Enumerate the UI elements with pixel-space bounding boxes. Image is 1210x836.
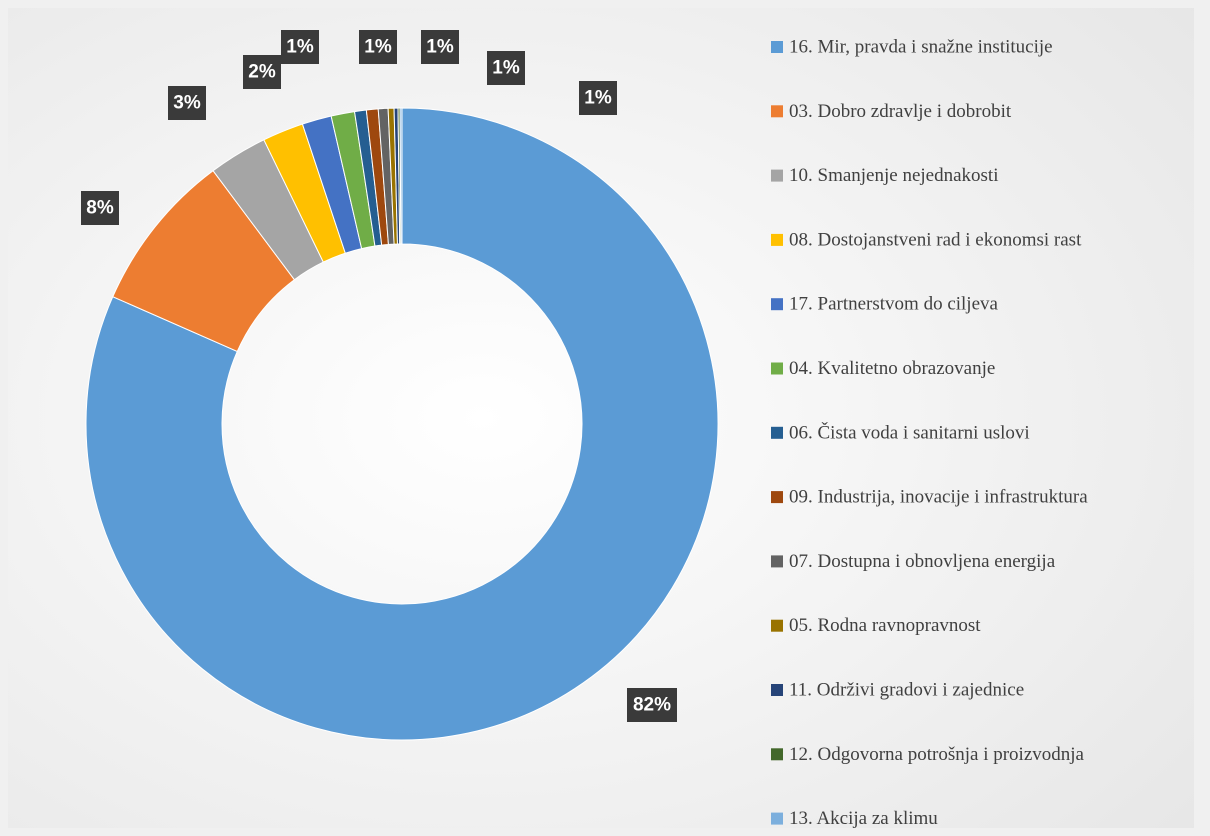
- legend-swatch: [771, 169, 783, 182]
- data-label: 3%: [173, 93, 201, 114]
- legend-label: 08. Dostojanstveni rad i ekonomsi rast: [789, 229, 1082, 250]
- slice: [85, 107, 719, 741]
- data-label-box: [579, 81, 617, 115]
- legend-swatch: [771, 555, 783, 568]
- data-label-box: [627, 688, 677, 722]
- data-label: 82%: [633, 695, 671, 716]
- legend-swatch: [771, 812, 783, 825]
- data-label: 1%: [426, 37, 454, 58]
- legend-label: 09. Industrija, inovacije i infrastruktu…: [789, 487, 1088, 508]
- legend-label: 04. Kvalitetno obrazovanje: [789, 358, 995, 379]
- legend-swatch: [771, 298, 783, 311]
- data-label: 2%: [248, 62, 276, 83]
- legend-label: 13. Akcija za klimu: [789, 808, 938, 829]
- legend-swatch: [771, 684, 783, 696]
- legend-swatch: [771, 426, 783, 439]
- legend-swatch: [771, 41, 783, 53]
- data-label-box: [487, 51, 525, 85]
- legend-swatch: [771, 362, 783, 375]
- data-label-box: [81, 191, 119, 225]
- data-label-box: [281, 30, 319, 64]
- data-label-box: [168, 86, 206, 120]
- legend-label: 11. Održivi gradovi i zajednice: [789, 680, 1024, 701]
- legend-swatch: [771, 748, 783, 761]
- legend-label: 06. Čista voda i sanitarni uslovi: [789, 421, 1030, 443]
- data-label: 8%: [86, 198, 114, 219]
- data-label-box: [421, 30, 459, 64]
- legend-swatch: [771, 491, 783, 504]
- data-label: 1%: [584, 88, 612, 109]
- legend-label: 03. Dobro zdravlje i dobrobit: [789, 101, 1012, 122]
- data-label: 1%: [492, 58, 520, 79]
- legend-label: 07. Dostupna i obnovljena energija: [789, 551, 1056, 572]
- data-label: 1%: [286, 37, 314, 58]
- legend-label: 12. Odgovorna potrošnja i proizvodnja: [789, 744, 1085, 765]
- legend-label: 10. Smanjenje nejednakosti: [789, 165, 998, 186]
- legend-swatch: [771, 233, 783, 246]
- legend-label: 16. Mir, pravda i snažne institucije: [789, 37, 1053, 58]
- slice: [399, 107, 403, 245]
- legend-swatch: [771, 105, 783, 118]
- data-label: 1%: [364, 37, 392, 58]
- data-label-box: [243, 55, 281, 89]
- legend-label: 17. Partnerstvom do ciljeva: [789, 294, 999, 315]
- data-label-box: [359, 30, 397, 64]
- legend-label: 05. Rodna ravnopravnost: [789, 615, 981, 636]
- legend-swatch: [771, 619, 783, 632]
